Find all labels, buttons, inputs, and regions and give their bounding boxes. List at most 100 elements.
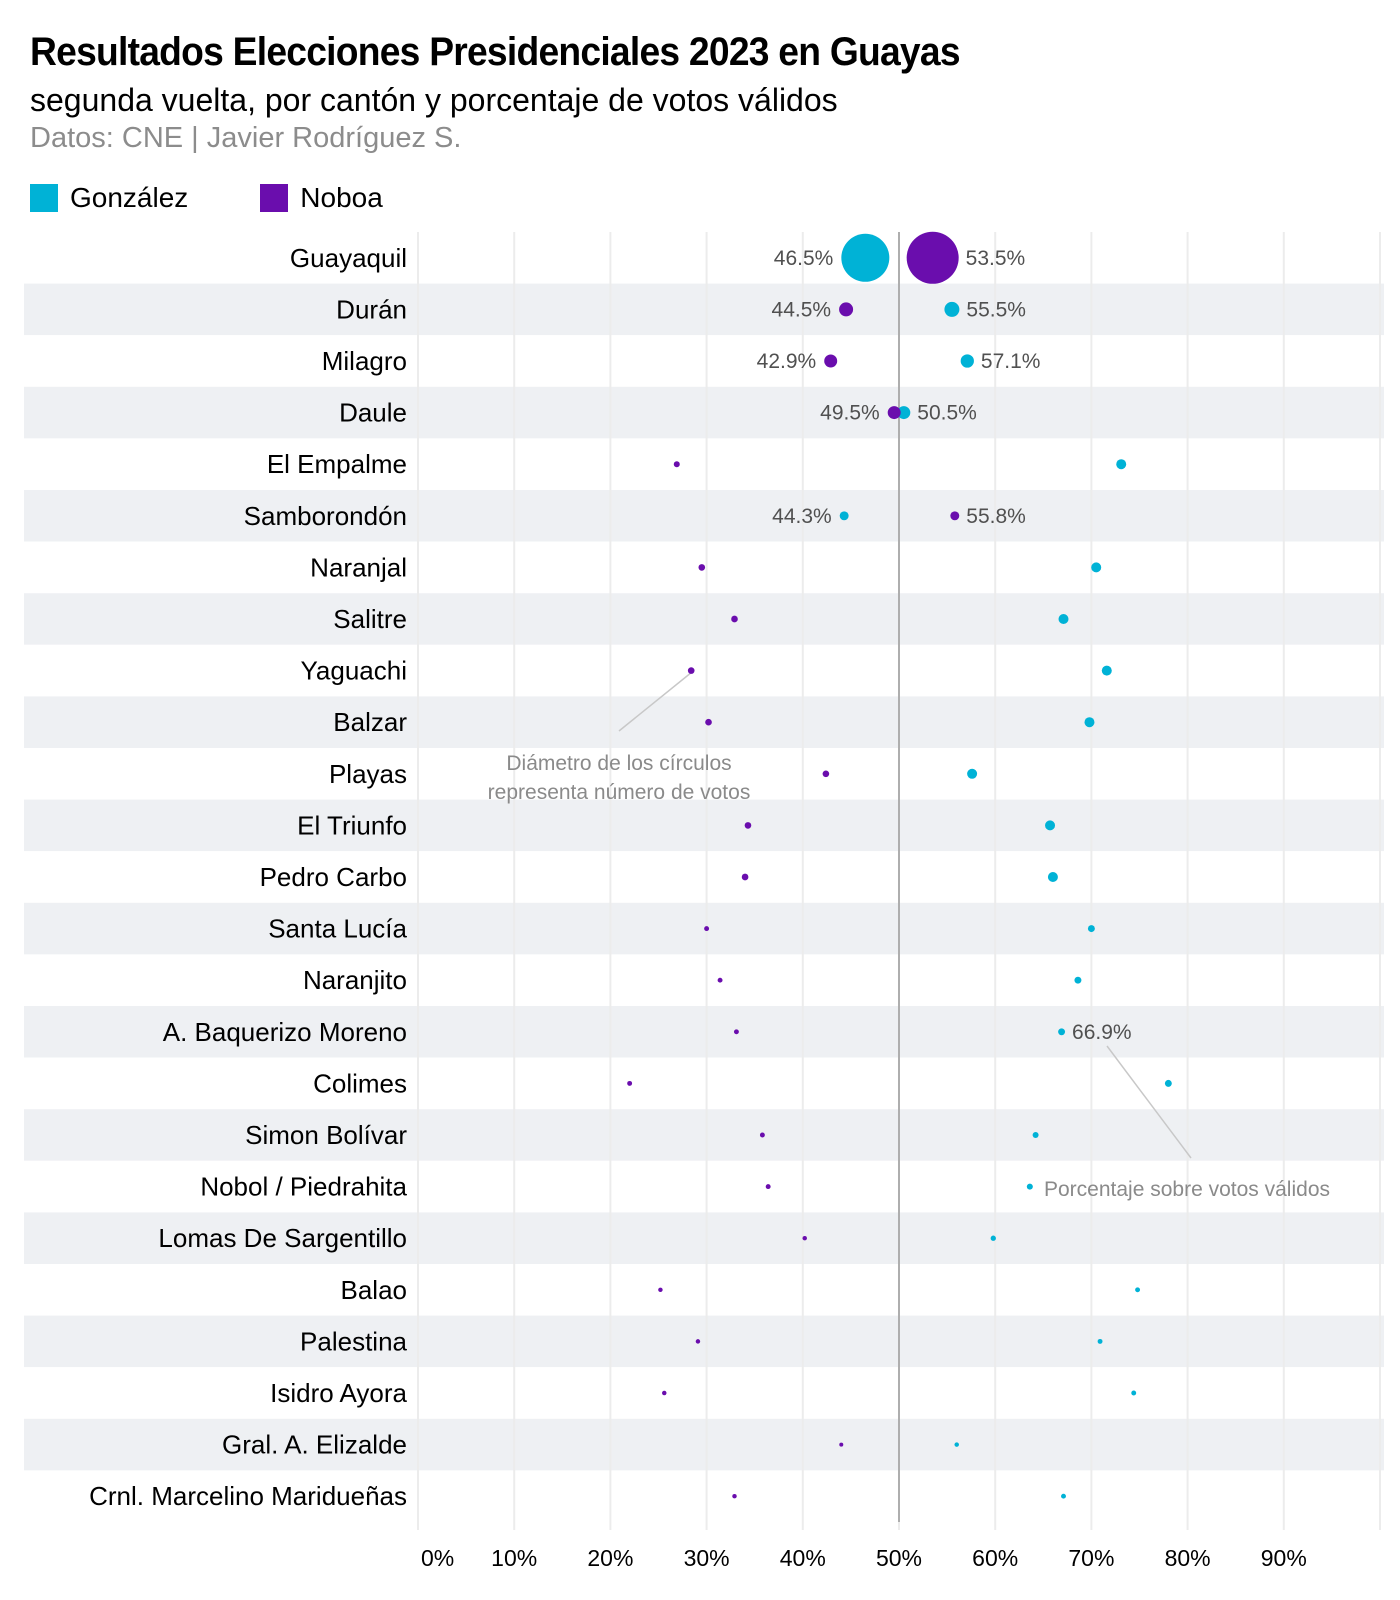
dot-gonzalez: [1061, 1493, 1066, 1499]
legend: González Noboa: [30, 182, 383, 214]
row-label: Balao: [341, 1275, 408, 1305]
x-tick-label: 50%: [876, 1545, 922, 1571]
x-tick-label: 90%: [1261, 1545, 1307, 1571]
row-label: Playas: [329, 759, 407, 789]
dot-gonzalez: [944, 301, 960, 317]
dot-noboa: [732, 1493, 737, 1499]
row-band: [24, 799, 1384, 852]
value-label-noboa: 49.5%: [820, 402, 880, 425]
x-tick-label: 40%: [780, 1545, 826, 1571]
value-label-noboa: 44.5%: [772, 298, 832, 321]
x-tick-label: 10%: [491, 1545, 537, 1571]
chart-title: Resultados Elecciones Presidenciales 202…: [30, 30, 961, 74]
dot-noboa: [627, 1080, 633, 1086]
value-label-gonzalez: 46.5%: [774, 247, 834, 270]
row-label: Lomas De Sargentillo: [158, 1223, 407, 1253]
dot-noboa: [765, 1184, 771, 1190]
dot-gonzalez: [1087, 925, 1095, 933]
dot-noboa: [887, 406, 901, 420]
row-band: [24, 386, 1384, 439]
annotation-size-note: Diámetro de los círculos: [506, 752, 731, 775]
value-label-gonzalez: 57.1%: [981, 350, 1041, 373]
row-label: Naranjal: [310, 552, 407, 582]
row-label: Salitre: [333, 604, 407, 634]
x-tick-label: 60%: [972, 1545, 1018, 1571]
row-label: Santa Lucía: [268, 914, 407, 944]
dot-noboa: [698, 564, 706, 571]
dot-gonzalez: [1032, 1132, 1039, 1138]
dot-gonzalez: [1047, 872, 1058, 882]
dot-noboa: [731, 615, 738, 623]
x-tick-label: 70%: [1068, 1545, 1114, 1571]
annotation-leader-line: [1106, 1045, 1192, 1159]
dot-noboa: [673, 461, 680, 468]
dot-gonzalez: [1097, 1338, 1103, 1344]
legend-swatch-noboa: [260, 184, 289, 212]
row-label: Isidro Ayora: [270, 1378, 407, 1408]
value-label-noboa: 55.8%: [966, 505, 1026, 528]
row-band: [24, 1367, 1384, 1419]
row-band: [24, 954, 1384, 1006]
row-band: [24, 438, 1384, 490]
row-label: Guayaquil: [290, 243, 407, 273]
row-band: [24, 593, 1384, 645]
dot-noboa: [687, 667, 695, 674]
x-tick-label: 30%: [684, 1545, 730, 1571]
dot-noboa: [802, 1235, 807, 1241]
chart-source: Datos: CNE | Javier Rodríguez S.: [30, 122, 462, 154]
row-band: [24, 1160, 1384, 1213]
dot-noboa: [662, 1390, 667, 1396]
row-label: Gral. A. Elizalde: [222, 1430, 407, 1460]
row-label: Balzar: [333, 707, 407, 737]
row-band: [24, 490, 1384, 542]
value-label-gonzalez: 44.3%: [772, 505, 832, 528]
x-tick-label: 20%: [587, 1545, 633, 1571]
row-label: Samborondón: [244, 501, 407, 531]
row-band: [24, 644, 1384, 697]
row-band: [24, 1470, 1384, 1522]
dot-gonzalez: [1091, 562, 1102, 573]
dot-gonzalez: [1074, 976, 1082, 984]
row-label: Naranjito: [303, 965, 407, 995]
dot-noboa: [759, 1132, 765, 1138]
dot-gonzalez: [1026, 1183, 1033, 1190]
dot-gonzalez: [1116, 459, 1127, 470]
chart-subtitle: segunda vuelta, por cantón y porcentaje …: [30, 82, 838, 118]
value-label-gonzalez: 66.9%: [1072, 1021, 1132, 1044]
row-label: Palestina: [300, 1326, 407, 1356]
row-band: [24, 748, 1384, 800]
row-label: Colimes: [313, 1068, 407, 1098]
row-label: Crnl. Marcelino Maridueñas: [89, 1481, 407, 1511]
dot-gonzalez: [1058, 614, 1069, 624]
row-band: [24, 696, 1384, 748]
row-band: [24, 283, 1384, 336]
row-band: [24, 1264, 1384, 1316]
x-tick-label: 80%: [1165, 1545, 1211, 1571]
row-label: Simon Bolívar: [245, 1120, 407, 1150]
dot-noboa: [733, 1029, 739, 1035]
dot-gonzalez: [841, 233, 890, 282]
x-tick-label: 0%: [421, 1545, 454, 1571]
annotation-leader-line: [618, 671, 693, 732]
dot-noboa: [824, 354, 838, 368]
dot-noboa: [705, 718, 712, 726]
annotation-pct-note: Porcentaje sobre votos válidos: [1044, 1178, 1330, 1201]
value-label-noboa: 42.9%: [757, 350, 817, 373]
row-label: A. Baquerizo Moreno: [163, 1017, 407, 1047]
value-label-gonzalez: 50.5%: [917, 402, 977, 425]
row-band: [24, 851, 1384, 903]
legend-item-noboa: Noboa: [260, 182, 383, 214]
dot-gonzalez: [1045, 820, 1056, 831]
dot-noboa: [744, 822, 752, 829]
dot-noboa: [717, 977, 723, 983]
row-label: Milagro: [322, 346, 407, 376]
value-label-noboa: 53.5%: [966, 247, 1026, 270]
dot-noboa: [839, 302, 854, 317]
row-label: El Empalme: [267, 449, 407, 479]
row-band: [24, 335, 1384, 387]
legend-item-gonzalez: González: [30, 182, 188, 214]
row-band: [24, 1006, 1384, 1058]
dot-noboa: [741, 873, 749, 881]
dot-gonzalez: [960, 354, 974, 368]
dot-gonzalez: [1164, 1079, 1172, 1087]
